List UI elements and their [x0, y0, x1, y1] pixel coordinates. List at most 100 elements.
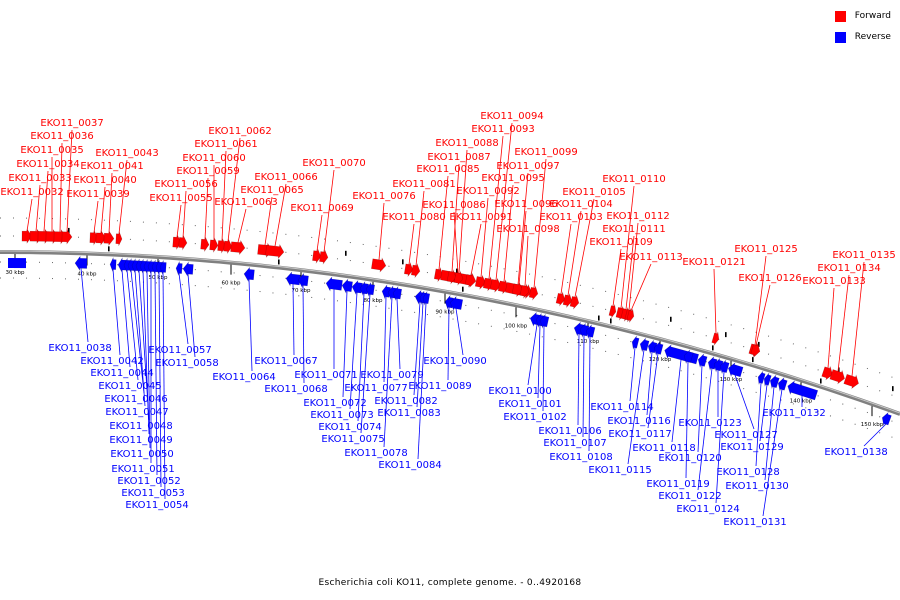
- gene-reverse: [539, 313, 550, 330]
- gene-label-forward: EKO11_0032: [0, 187, 63, 198]
- gene-leader-reverse: [162, 272, 166, 500]
- gene-label-reverse: EKO11_0090: [423, 356, 486, 367]
- gene-label-forward: EKO11_0039: [66, 189, 129, 200]
- gene-label-reverse: EKO11_0054: [125, 500, 188, 511]
- gene-leader-forward: [620, 185, 635, 309]
- gene-leader-forward: [108, 172, 113, 234]
- gene-label-forward: EKO11_0088: [435, 138, 498, 149]
- axis-tick-label: 90 kbp: [436, 310, 455, 316]
- gene-leader-forward: [630, 263, 652, 311]
- genome-axis-highlight: [0, 250, 900, 414]
- gene-label-reverse: EKO11_0101: [498, 399, 561, 410]
- gene-leader-forward: [438, 175, 449, 270]
- legend-reverse-swatch: [834, 31, 846, 43]
- gene-label-reverse: EKO11_0046: [104, 394, 167, 405]
- gene-leader-reverse: [302, 285, 305, 384]
- gene-label-forward: EKO11_0097: [496, 161, 559, 172]
- gene-label-forward: EKO11_0134: [817, 263, 880, 274]
- feature-mark: [758, 341, 760, 347]
- gene-label-forward: EKO11_0111: [602, 224, 665, 235]
- gene-reverse: [117, 257, 127, 273]
- gene-leader-reverse: [685, 361, 689, 479]
- gene-leader-reverse: [759, 384, 768, 442]
- gene-label-reverse: EKO11_0073: [310, 410, 373, 421]
- legend-forward-swatch: [834, 10, 846, 22]
- gene-leader-reverse: [755, 382, 762, 467]
- gene-label-forward: EKO11_0125: [734, 244, 797, 255]
- gene-forward: [319, 249, 329, 265]
- gene-leader-reverse: [292, 284, 295, 356]
- gene-reverse: [74, 255, 88, 272]
- gene-reverse: [777, 376, 788, 392]
- gene-forward: [555, 291, 566, 307]
- gene-reverse: [155, 259, 163, 275]
- gene-label-forward: EKO11_0070: [302, 158, 365, 169]
- gene-forward: [453, 270, 464, 286]
- gene-leader-reverse: [360, 294, 371, 434]
- gene-forward: [312, 248, 322, 264]
- gene-reverse: [325, 276, 343, 292]
- gene-leader-forward: [35, 184, 41, 232]
- gene-label-forward: EKO11_0105: [562, 187, 625, 198]
- gene-leader-reverse: [715, 371, 725, 504]
- gene-label-reverse: EKO11_0108: [549, 452, 612, 463]
- gene-leader-reverse: [697, 368, 713, 491]
- gene-label-reverse: EKO11_0084: [378, 460, 441, 471]
- gene-reverse: [647, 339, 658, 355]
- gene-leader-forward: [470, 223, 482, 276]
- gene-reverse: [422, 291, 431, 306]
- gene-label-reverse: EKO11_0138: [824, 447, 887, 458]
- gene-label-reverse: EKO11_0077: [344, 383, 407, 394]
- feature-mark: [345, 250, 347, 256]
- gene-leader-forward: [408, 223, 415, 265]
- gene-forward: [403, 261, 414, 278]
- gene-reverse: [585, 323, 596, 340]
- gene-label-reverse: EKO11_0064: [212, 372, 275, 383]
- gene-reverse: [763, 372, 772, 387]
- genome-axis: [0, 250, 900, 416]
- gene-leader-reverse: [134, 270, 146, 407]
- gene-forward: [821, 365, 834, 381]
- gene-reverse: [147, 259, 155, 274]
- gene-leader-reverse: [80, 268, 89, 343]
- feature-mark: [892, 386, 894, 392]
- gene-leader-forward: [560, 223, 572, 295]
- gene-leader-forward: [837, 274, 850, 372]
- gene-label-forward: EKO11_0085: [416, 164, 479, 175]
- gene-label-reverse: EKO11_0074: [318, 422, 381, 433]
- gene-label-forward: EKO11_0121: [682, 257, 745, 268]
- gene-label-reverse: EKO11_0047: [105, 407, 168, 418]
- gene-leader-reverse: [112, 269, 121, 356]
- gene-leader-reverse: [342, 291, 348, 398]
- gene-leader-forward: [316, 214, 323, 252]
- legend-forward-label: Forward: [854, 11, 891, 21]
- gene-leader-reverse: [416, 302, 424, 408]
- gene-leader-forward: [480, 197, 489, 278]
- gene-forward: [371, 257, 387, 273]
- axis-tick-label: 150 kbp: [861, 422, 884, 428]
- gene-leader-reverse: [646, 351, 653, 416]
- gene-leader-forward: [517, 172, 529, 285]
- feature-mark: [462, 286, 464, 292]
- gene-label-forward: EKO11_0096: [494, 199, 557, 210]
- feature-mark: [68, 227, 70, 233]
- gene-leader-reverse: [383, 296, 387, 383]
- gene-reverse: [109, 257, 117, 272]
- gene-forward: [115, 231, 123, 246]
- gene-reverse: [127, 258, 135, 273]
- gene-label-forward: EKO11_0056: [154, 179, 217, 190]
- legend-reverse: Reverse: [834, 30, 891, 44]
- gene-leader-forward: [59, 142, 63, 232]
- gene-label-forward: EKO11_0041: [80, 161, 143, 172]
- gene-label-forward: EKO11_0055: [149, 193, 212, 204]
- gene-label-forward: EKO11_0040: [73, 175, 136, 186]
- feature-mark: [838, 367, 840, 373]
- gene-leader-forward: [176, 204, 182, 238]
- gene-label-forward: EKO11_0126: [738, 273, 801, 284]
- gene-leader-forward: [755, 284, 771, 346]
- gene-leader-forward: [182, 190, 187, 238]
- gene-label-reverse: EKO11_0051: [111, 464, 174, 475]
- gene-leader-forward: [274, 183, 287, 247]
- gene-label-forward: EKO11_0033: [8, 173, 71, 184]
